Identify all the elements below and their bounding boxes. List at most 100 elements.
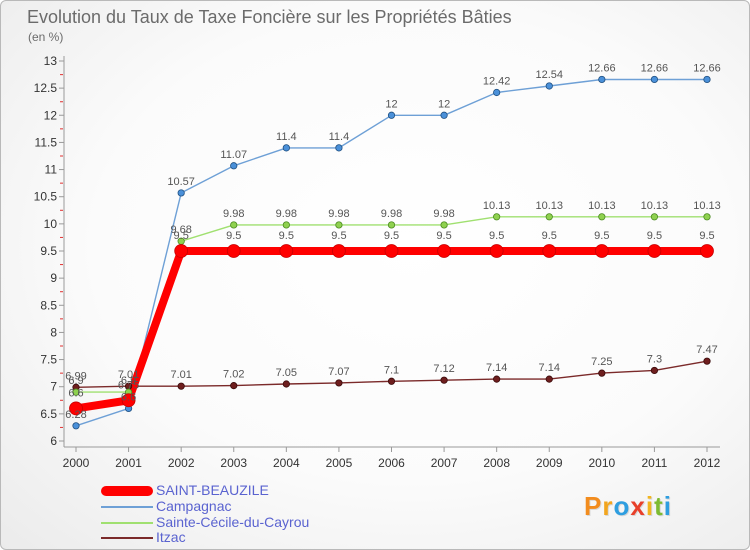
legend-swatch-saint-beauzile — [101, 486, 153, 496]
data-point-campagnac — [177, 189, 185, 197]
series-labels-sainte-cecile-du-cayrou: 6.9 6.9 9.68 9.98 9.98 9.98 9.98 9.98 10.13 10.13… — [68, 200, 720, 387]
data-label-saint-beauzile: 9.5 — [331, 230, 346, 242]
data-label-campagnac: 11.07 — [220, 149, 247, 161]
series-labels-saint-beauzile: 6.6 6.75 9.5 9.5 9.5 9.5 9.5 9.5 9.5 9.5 9.5 9.5 9.5 — [68, 230, 714, 399]
data-point-itzac — [177, 382, 185, 390]
data-point-campagnac — [335, 144, 343, 152]
legend-swatch-sainte-cecile-du-cayrou — [101, 521, 153, 524]
x-tick-label: 2005 — [326, 456, 353, 470]
data-label-itzac: 7.14 — [539, 362, 560, 374]
logo-letter: i — [645, 491, 655, 521]
legend-label-sainte-cecile-du-cayrou: Sainte-Cécile-du-Cayrou — [156, 513, 310, 530]
legend-item-saint-beauzile: SAINT-BEAUZILE — [101, 482, 401, 499]
data-point-campagnac — [703, 75, 711, 84]
data-point-saint-beauzile — [332, 244, 346, 258]
logo-letter: i — [663, 491, 672, 521]
x-tick-label: 2010 — [588, 456, 615, 470]
logo-letter: t — [654, 491, 664, 521]
data-point-saint-beauzile — [121, 393, 136, 408]
data-label-campagnac: 12.66 — [693, 62, 721, 74]
y-tick-label: 10.5 — [34, 190, 58, 204]
x-tick-label: 2002 — [168, 456, 195, 470]
x-tick-label: 2006 — [378, 456, 405, 470]
data-label-saint-beauzile: 9.5 — [489, 230, 504, 242]
data-label-saint-beauzile: 9.5 — [699, 230, 714, 242]
legend-swatch-itzac — [101, 537, 153, 539]
data-point-sainte-cecile-du-cayrou — [703, 213, 711, 221]
data-point-campagnac — [440, 111, 448, 119]
y-tick-label: 7.5 — [40, 353, 57, 367]
data-label-itzac: 7.02 — [223, 369, 244, 381]
data-point-itzac — [282, 380, 290, 388]
data-label-sainte-cecile-du-cayrou: 10.13 — [588, 200, 616, 212]
data-label-itzac: 7.1 — [384, 364, 399, 376]
data-label-saint-beauzile: 9.5 — [647, 230, 662, 242]
data-point-itzac — [440, 376, 448, 384]
data-label-sainte-cecile-du-cayrou: 6.9 — [121, 375, 136, 387]
data-label-saint-beauzile: 9.5 — [226, 230, 241, 242]
data-label-saint-beauzile: 9.5 — [542, 230, 557, 242]
data-label-itzac: 7.12 — [433, 363, 454, 375]
data-label-itzac: 7.07 — [328, 366, 349, 378]
x-tick-label: 2004 — [273, 456, 300, 470]
data-point-saint-beauzile — [542, 244, 557, 258]
series-points-sainte-cecile-du-cayrou — [72, 213, 711, 396]
data-point-saint-beauzile — [700, 244, 714, 258]
y-tick-label: 6 — [50, 434, 57, 448]
legend-label-itzac: Itzac — [156, 529, 186, 545]
chart-unit-label: (en %) — [28, 30, 64, 44]
x-tick-label: 2003 — [220, 456, 247, 470]
data-label-campagnac: 12.42 — [483, 75, 511, 87]
data-point-sainte-cecile-du-cayrou — [387, 221, 396, 229]
data-label-sainte-cecile-du-cayrou: 10.13 — [535, 200, 563, 212]
data-label-itzac: 7.14 — [486, 362, 507, 374]
data-label-campagnac: 12.54 — [535, 69, 563, 81]
y-tick-label: 6.5 — [40, 407, 57, 421]
data-point-sainte-cecile-du-cayrou — [335, 221, 343, 229]
data-point-sainte-cecile-du-cayrou — [72, 388, 80, 396]
data-label-campagnac: 12 — [438, 98, 450, 110]
data-point-itzac — [387, 377, 396, 385]
data-label-campagnac: 12.66 — [641, 62, 669, 74]
data-point-saint-beauzile — [226, 244, 241, 258]
legend-swatch-campagnac — [101, 506, 153, 508]
data-label-campagnac: 6.28 — [65, 409, 86, 421]
logo-letter: x — [630, 491, 646, 521]
chart-title: Evolution du Taux de Taxe Foncière sur l… — [27, 7, 512, 27]
data-point-campagnac — [230, 162, 238, 170]
data-label-campagnac: 6.6 — [121, 391, 136, 403]
data-point-campagnac — [387, 111, 396, 119]
data-label-itzac: 7.47 — [696, 344, 717, 356]
legend: SAINT-BEAUZILE Campagnac Sainte-Cécile-d… — [101, 482, 401, 547]
data-point-sainte-cecile-du-cayrou — [493, 213, 501, 221]
data-point-campagnac — [650, 75, 659, 84]
data-point-campagnac — [493, 88, 501, 97]
data-point-itzac — [650, 366, 659, 375]
data-label-saint-beauzile: 9.5 — [384, 230, 399, 242]
data-point-saint-beauzile — [279, 244, 294, 258]
y-tick-label: 11.5 — [35, 135, 58, 149]
data-point-campagnac — [72, 422, 80, 430]
data-label-campagnac: 12.66 — [588, 62, 616, 74]
data-point-sainte-cecile-du-cayrou — [545, 213, 553, 221]
data-label-sainte-cecile-du-cayrou: 10.13 — [641, 200, 669, 212]
data-point-sainte-cecile-du-cayrou — [650, 213, 659, 221]
data-point-saint-beauzile — [594, 244, 609, 258]
data-point-saint-beauzile — [437, 244, 451, 258]
data-point-campagnac — [282, 144, 290, 152]
data-point-itzac — [335, 379, 343, 387]
data-label-itzac: 7.01 — [118, 369, 139, 381]
data-point-sainte-cecile-du-cayrou — [282, 221, 290, 229]
y-tick-label: 9.5 — [40, 244, 57, 258]
data-point-campagnac — [545, 82, 553, 90]
y-tick-label: 8 — [50, 325, 57, 339]
data-label-itzac: 7.01 — [170, 369, 191, 381]
data-label-sainte-cecile-du-cayrou: 9.98 — [328, 208, 349, 220]
y-tick-label: 12 — [44, 108, 58, 122]
logo-letter: r — [602, 491, 614, 521]
y-tick-label: 10 — [44, 217, 58, 231]
legend-label-campagnac: Campagnac — [156, 498, 232, 514]
data-label-itzac: 7.05 — [276, 367, 297, 379]
data-label-sainte-cecile-du-cayrou: 9.98 — [381, 208, 402, 220]
